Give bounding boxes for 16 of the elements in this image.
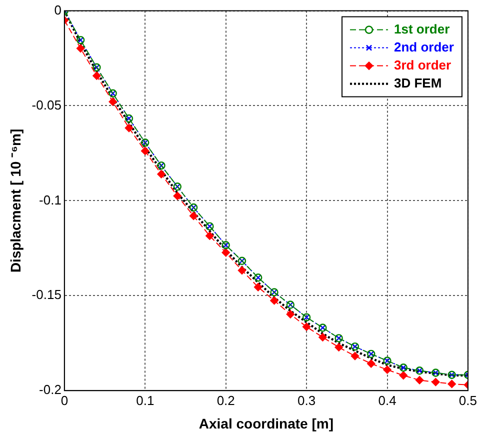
x-tick-label: 0.4	[378, 392, 396, 408]
x-tick-label: 0.3	[298, 392, 316, 408]
y-tick-label: -0.1	[39, 192, 62, 208]
legend-label: 3D FEM	[394, 75, 442, 90]
legend-label: 3rd order	[394, 57, 452, 72]
x-tick-label: 0.2	[216, 392, 235, 408]
y-tick-label: -0.15	[32, 287, 62, 302]
legend-label: 2nd order	[394, 39, 454, 54]
y-tick-label: -0.2	[39, 382, 62, 398]
legend-label: 1st order	[394, 21, 450, 36]
x-tick-label: 0.1	[136, 392, 154, 408]
y-tick-label: -0.05	[32, 97, 62, 112]
y-tick-label: 0	[54, 2, 62, 18]
x-tick-label: 0.5	[458, 392, 478, 408]
x-axis-title: Axial coordinate [m]	[198, 415, 334, 432]
y-axis-title: Displacment [ 10 ⁻⁶m]	[7, 128, 24, 273]
